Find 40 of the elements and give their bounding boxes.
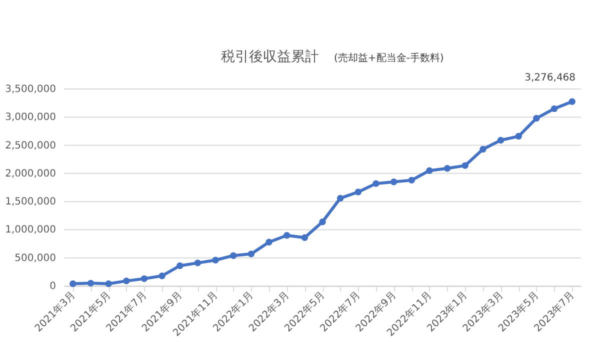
- point: [70, 280, 76, 288]
- point: [230, 252, 237, 259]
- point: [568, 98, 576, 105]
- point: [515, 132, 522, 140]
- y-tick-label: 2,500,000: [5, 140, 56, 152]
- point: [372, 180, 380, 187]
- point: [462, 162, 468, 169]
- y-tick-label: 500,000: [14, 252, 56, 264]
- point: [123, 278, 130, 284]
- point: [176, 262, 184, 270]
- point: [301, 234, 308, 241]
- point: [480, 146, 486, 153]
- point: [336, 194, 344, 202]
- point: [194, 260, 202, 266]
- point: [319, 218, 326, 226]
- y-tick-label: 1,000,000: [5, 224, 56, 236]
- y-tick-label: 0: [50, 281, 56, 292]
- point: [140, 275, 148, 282]
- point: [444, 165, 451, 172]
- annotation: 3,276,468: [524, 72, 576, 84]
- y-tick-label: 1,500,000: [5, 196, 56, 208]
- y-tick-label: 3,000,000: [5, 112, 56, 124]
- point: [248, 250, 255, 258]
- point: [212, 256, 219, 264]
- point: [550, 105, 558, 112]
- point: [426, 167, 433, 174]
- chart-subtitle: (売却益+配当金-手数料): [334, 52, 444, 64]
- point: [158, 272, 166, 280]
- y-tick-label: 3,500,000: [5, 84, 56, 95]
- point: [497, 136, 504, 144]
- point: [354, 188, 362, 196]
- point: [283, 232, 290, 239]
- point: [105, 280, 112, 288]
- y-tick-label: 2,000,000: [5, 168, 56, 180]
- point: [408, 176, 415, 184]
- point: [390, 178, 398, 186]
- point: [533, 114, 540, 122]
- chart-title: 税引後収益累計: [221, 49, 319, 65]
- point: [266, 238, 272, 246]
- point: [87, 280, 94, 287]
